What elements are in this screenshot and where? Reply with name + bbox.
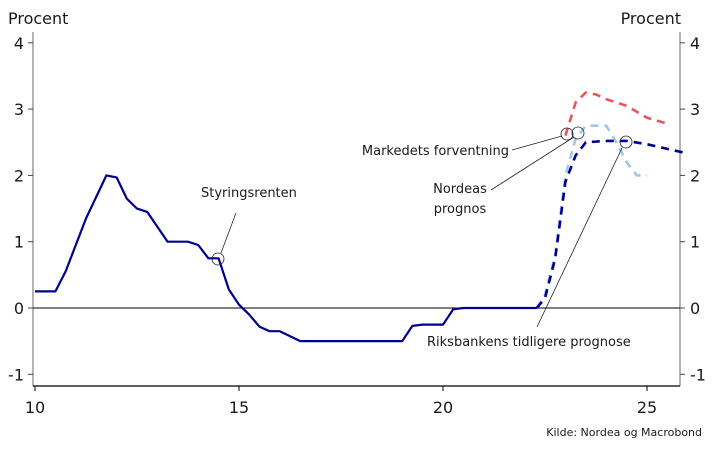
leader-styringsrenten: [220, 212, 237, 254]
marker-nordeas: [571, 126, 585, 140]
y-tick-label-left: 1: [14, 233, 24, 252]
y-tick-label-right: 0: [690, 299, 700, 318]
y-axis-right-title: Procent: [621, 9, 681, 28]
annotation-nordeas-line2: prognos: [434, 202, 487, 217]
series-riksbankens-tidligere-prognose: [535, 139, 689, 309]
annotation-markedets: Markedets forventning: [362, 144, 509, 159]
y-tick-label-right: 3: [690, 100, 700, 119]
annotation-nordeas-line1: Nordeas: [433, 182, 487, 197]
x-ticks: 10 15 20 25: [25, 386, 657, 417]
annotations: [211, 126, 633, 328]
y-ticks: -1 -1 0 0 1 1 2 2 3 3 4 4: [8, 34, 706, 384]
leader-riksbankens: [536, 147, 623, 328]
marker-riksbankens: [619, 135, 633, 149]
y-tick-label-right: 4: [690, 34, 700, 53]
leader-markedets: [511, 135, 563, 151]
marker-styringsrenten: [211, 252, 225, 266]
y-tick-label-left: 4: [14, 34, 24, 53]
series-nordeas-prognos: [535, 124, 647, 309]
y-tick-label-right: 1: [690, 233, 700, 252]
series-markedets-forventning: [564, 91, 668, 136]
source-note: Kilde: Nordea og Macrobond: [546, 426, 702, 439]
x-tick-label: 10: [25, 398, 45, 417]
y-tick-label-left: 3: [14, 100, 24, 119]
series-group: [35, 91, 689, 343]
y-tick-label-right: 2: [690, 166, 700, 185]
x-tick-label: 25: [637, 398, 657, 417]
leader-nordeas: [490, 136, 575, 191]
x-tick-label: 15: [229, 398, 249, 417]
y-axis-left-title: Procent: [8, 9, 68, 28]
marker-markedets: [560, 127, 574, 141]
series-styringsrenten: [35, 174, 537, 343]
annotation-riksbankens: Riksbankens tidligere prognose: [427, 335, 631, 350]
y-tick-label-right: -1: [690, 365, 706, 384]
y-tick-label-left: 2: [14, 166, 24, 185]
annotation-styringsrenten: Styringsrenten: [201, 186, 297, 201]
y-tick-label-left: 0: [14, 299, 24, 318]
x-tick-label: 20: [433, 398, 453, 417]
y-tick-label-left: -1: [8, 365, 24, 384]
